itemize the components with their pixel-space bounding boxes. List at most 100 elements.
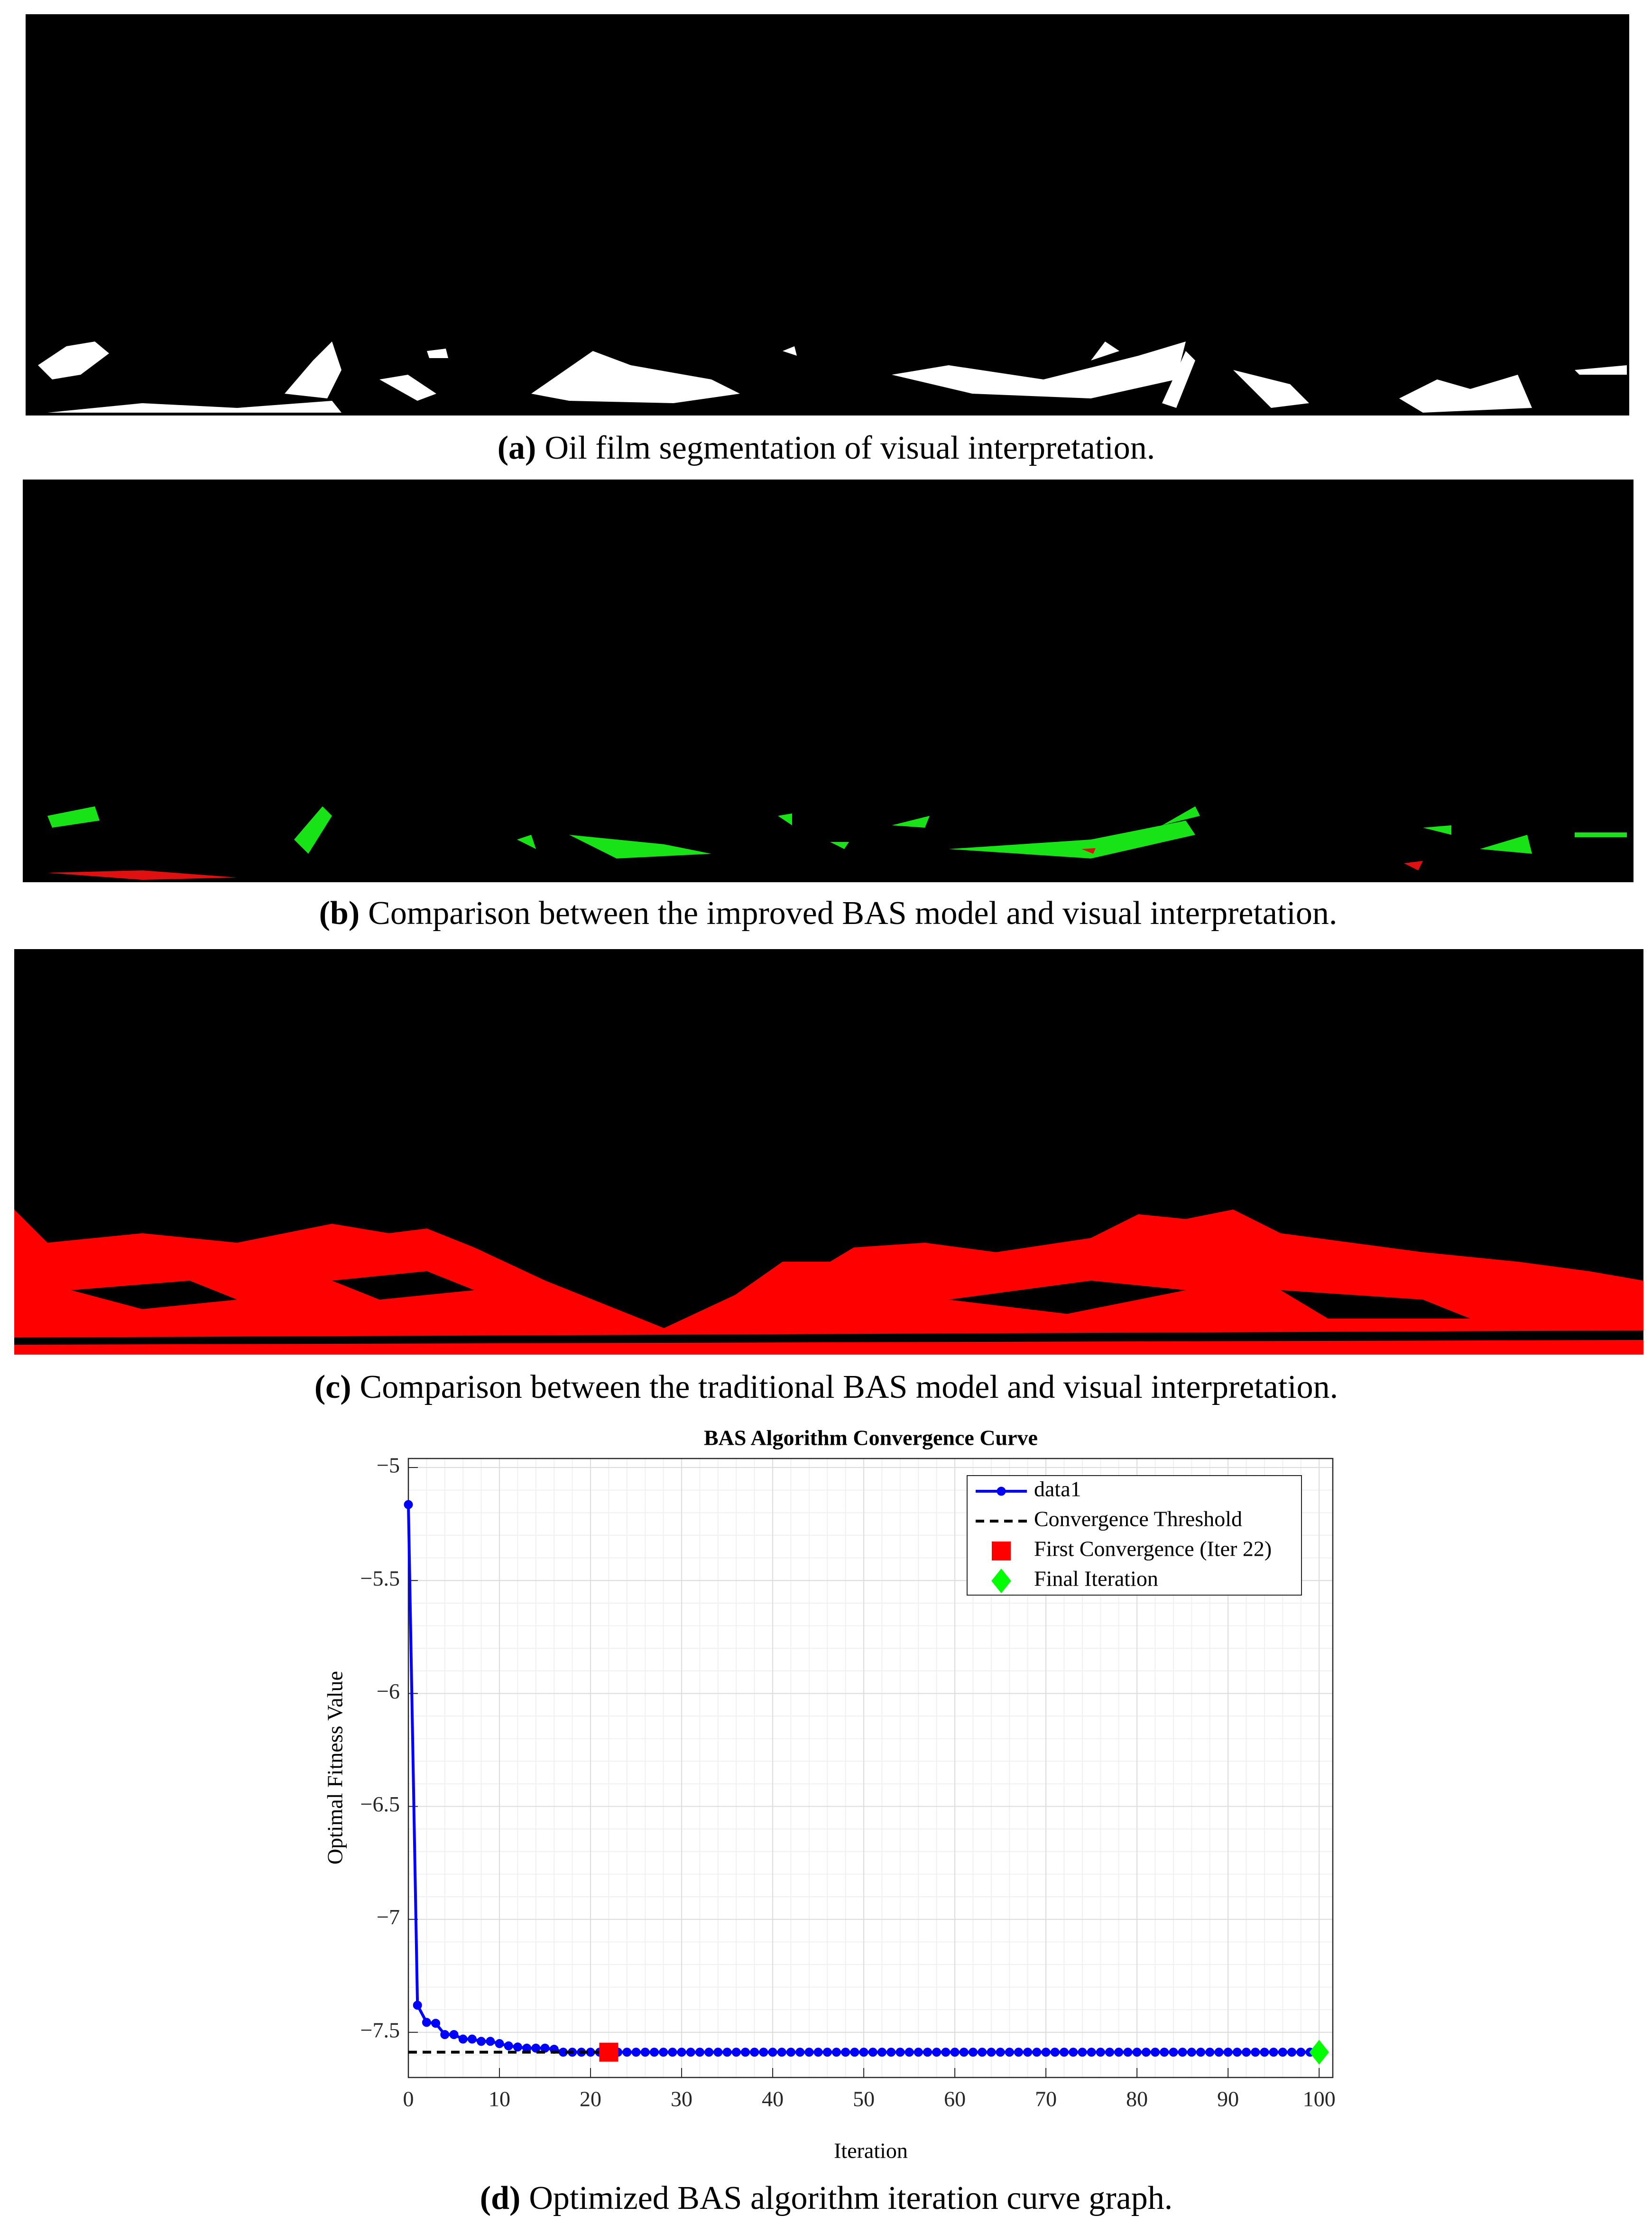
x-axis-label: Iteration [834,2139,908,2163]
x-tick-label: 0 [403,2087,414,2111]
caption-label: (b) [319,895,360,932]
point [1132,2048,1142,2057]
legend [967,1475,1302,1596]
point [804,2048,814,2057]
point [987,2048,996,2057]
point [1214,2048,1224,2057]
y-tick-label: −5 [377,1453,400,1477]
x-tick-label: 40 [762,2087,784,2111]
point [449,2030,459,2040]
y-tick-label: −6.5 [360,1792,400,1816]
point [1151,2048,1160,2057]
caption-a: (a) Oil film segmentation of visual inter… [498,430,1155,466]
point [722,2048,732,2057]
point [659,2048,668,2057]
point [777,2048,786,2057]
point [1096,2048,1105,2057]
point [932,2048,941,2057]
caption-label: (c) [314,1369,351,1405]
axes-box [407,1458,1334,2078]
point [668,2048,677,2057]
point [1278,2048,1287,2057]
point [1114,2048,1124,2057]
point [1223,2048,1233,2057]
x-tick-label: 70 [1035,2087,1057,2111]
chart-title: BAS Algorithm Convergence Curve [704,1426,1038,1450]
y-tick-label: −7 [377,1905,400,1929]
point [1078,2048,1087,2057]
point [1287,2048,1297,2057]
x-tick-label: 50 [853,2087,875,2111]
point [768,2048,777,2057]
point [713,2048,723,2057]
point [1014,2048,1024,2057]
legend-marker [992,1542,1011,1560]
point [513,2042,522,2052]
point [1260,2048,1269,2057]
x-tick-label: 80 [1126,2087,1148,2111]
point [1041,2048,1051,2057]
chart: BAS Algorithm Convergence Curve Iteratio… [323,1426,1336,2163]
point [1060,2048,1069,2057]
x-tick-label: 100 [1303,2087,1336,2111]
caption-text: Comparison between the improved BAS mode… [368,895,1337,932]
point [996,2048,1005,2057]
legend-label: data1 [1034,1477,1081,1501]
point [599,2042,618,2062]
point [1141,2048,1151,2057]
point [1050,2048,1060,2057]
x-tick-label: 60 [944,2087,966,2111]
point [467,2034,477,2044]
point [831,2048,841,2057]
panel-b-image [23,480,1634,882]
point [686,2048,695,2057]
point [1032,2048,1042,2057]
point [1123,2048,1133,2057]
x-tick-label: 20 [580,2087,601,2111]
point [704,2048,714,2057]
point [1178,2048,1187,2057]
point [1196,2048,1206,2057]
point [822,2048,832,2057]
point [649,2048,659,2057]
point [1069,2048,1078,2057]
point [841,2048,850,2057]
x-tick-label: 30 [671,2087,692,2111]
point [1023,2048,1033,2057]
point [740,2048,750,2057]
point [786,2048,795,2057]
point [950,2048,960,2057]
point [850,2048,859,2057]
legend-marker [991,1569,1011,1593]
point [895,2048,905,2057]
point [795,2048,805,2057]
point [1296,2048,1306,2057]
point [1187,2048,1196,2057]
point [904,2048,914,2057]
point [978,2048,987,2057]
point [1087,2048,1096,2057]
caption-label: (d) [480,2180,521,2216]
caption-text: Comparison between the traditional BAS m… [360,1369,1338,1405]
point [886,2048,896,2057]
point [813,2048,823,2057]
panel-c-image [14,949,1643,1355]
point [404,1500,413,1509]
point [486,2037,495,2046]
caption-b: (b) Comparison between the improved BAS m… [319,895,1338,932]
point [640,2048,650,2057]
point [731,2048,741,2057]
caption-text: Optimized BAS algorithm iteration curve … [529,2180,1172,2216]
y-tick-label: −7.5 [360,2018,400,2042]
point [1205,2048,1215,2057]
point [959,2048,969,2057]
point [1242,2048,1251,2057]
point [495,2039,504,2049]
point [941,2048,951,2057]
panel-a-image [26,14,1629,415]
x-tick-label: 10 [489,2087,510,2111]
point [969,2048,978,2057]
point [695,2048,704,2057]
point [859,2048,868,2057]
